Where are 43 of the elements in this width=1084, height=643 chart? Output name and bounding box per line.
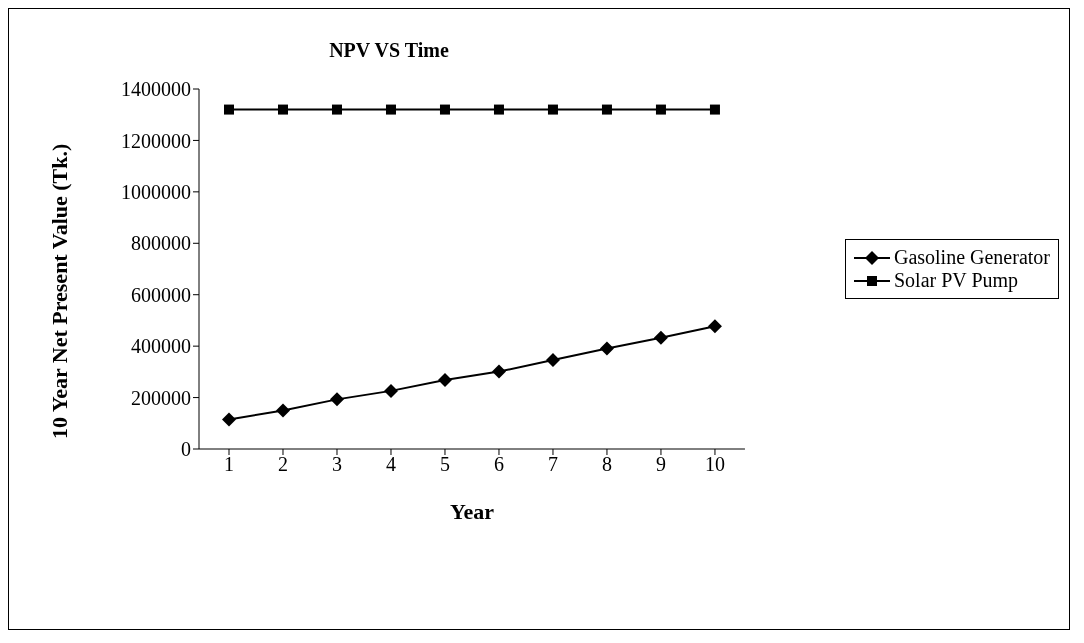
point [655, 104, 666, 115]
x-tick-label: 5 [439, 453, 450, 476]
point [383, 383, 398, 398]
point [709, 104, 720, 115]
point [547, 104, 558, 115]
point [224, 104, 234, 115]
y-tick-label: 1000000 [121, 180, 191, 203]
point [653, 330, 668, 345]
point [545, 353, 560, 368]
x-tick-label: 4 [385, 453, 396, 476]
y-tick-label: 200000 [131, 386, 191, 409]
y-tick-label: 400000 [131, 335, 191, 358]
point [439, 104, 450, 115]
y-tick-label: 600000 [131, 283, 191, 306]
point [601, 104, 612, 115]
point [278, 104, 288, 115]
x-tick-label: 6 [493, 453, 504, 476]
y-tick-label: 1400000 [121, 78, 191, 101]
y-axis-title: 10 Year Net Present Value (Tk.) [46, 143, 72, 439]
y-tick-label: 0 [181, 438, 191, 461]
legend-label: Gasoline Generator [893, 246, 1050, 269]
point [599, 341, 614, 356]
x-tick-label: 1 [224, 453, 234, 476]
point [331, 104, 342, 115]
point [707, 319, 722, 334]
x-tick-label: 10 [704, 453, 725, 476]
x-axis-title: Year [449, 499, 495, 524]
point [437, 373, 452, 388]
x-tick-label: 2 [277, 453, 288, 476]
y-tick-label: 800000 [131, 232, 191, 255]
legend-label: Solar PV Pump [893, 269, 1019, 292]
point [493, 104, 504, 115]
point [222, 412, 236, 427]
x-tick-label: 7 [547, 453, 558, 476]
x-tick-label: 3 [331, 453, 342, 476]
point [491, 364, 506, 379]
y-tick-label: 1200000 [121, 129, 191, 152]
point [329, 392, 344, 407]
x-tick-label: 8 [601, 453, 612, 476]
chart-title: NPV VS Time [328, 39, 450, 62]
point [385, 104, 396, 115]
x-tick-label: 9 [655, 453, 666, 476]
point [275, 403, 290, 418]
